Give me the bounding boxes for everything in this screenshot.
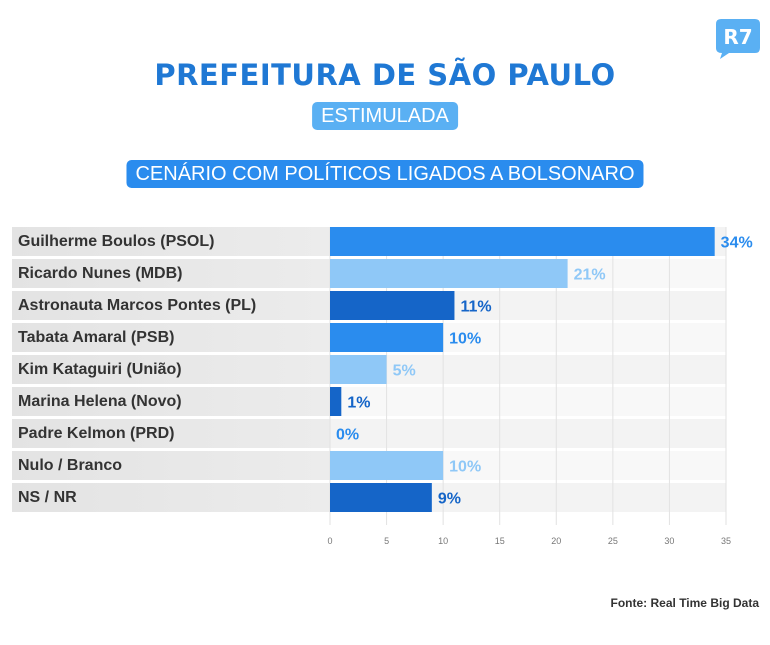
category-label: Marina Helena (Novo) [18,393,182,410]
bar [330,259,568,288]
subtitle-badge: ESTIMULADA [312,102,458,130]
r7-logo-bubble [716,19,760,59]
x-tick-label: 25 [608,536,618,546]
x-tick-label: 30 [664,536,674,546]
x-tick-label: 0 [327,536,332,546]
category-label-background [12,387,330,416]
bar-value-label: 9% [438,491,461,508]
bar [330,387,342,416]
source-note: Fonte: Real Time Big Data [610,596,759,610]
category-label-background [12,483,330,512]
category-label-background [12,259,330,288]
bar-value-label: 21% [574,267,606,284]
bar [330,451,444,480]
category-label-background [12,227,330,256]
bar-value-label: 11% [460,299,491,316]
x-tick-label: 35 [721,536,731,546]
x-tick-label: 5 [384,536,389,546]
x-tick-label: 10 [438,536,448,546]
bar-value-label: 10% [449,459,481,476]
bar [330,483,432,512]
bar [330,355,387,384]
category-label: Guilherme Boulos (PSOL) [18,233,215,250]
bar-value-label: 1% [347,395,370,412]
category-label: Padre Kelmon (PRD) [18,425,175,442]
category-label: Astronauta Marcos Pontes (PL) [18,297,257,314]
bar [330,323,444,352]
bar-value-label: 0% [336,427,359,444]
category-label-background [12,355,330,384]
category-label-background [12,323,330,352]
x-tick-label: 20 [551,536,561,546]
bar-value-label: 5% [393,363,416,380]
page-title: PREFEITURA DE SÃO PAULO [154,58,616,92]
category-label-background [12,291,330,320]
r7-logo: R7 [716,19,760,59]
r7-logo-text: R7 [723,25,752,49]
bar [330,227,715,256]
x-tick-label: 15 [495,536,505,546]
bar [330,291,455,320]
category-label: Kim Kataguiri (União) [18,361,182,378]
category-label-background [12,419,330,448]
bar-value-label: 10% [449,331,481,348]
category-label: NS / NR [18,489,77,506]
bar-value-label: 34% [721,235,753,252]
category-label: Ricardo Nunes (MDB) [18,265,183,282]
category-label-background [12,451,330,480]
category-label: Nulo / Branco [18,457,123,474]
scenario-badge: CENÁRIO COM POLÍTICOS LIGADOS A BOLSONAR… [126,160,644,188]
category-label: Tabata Amaral (PSB) [18,329,175,346]
